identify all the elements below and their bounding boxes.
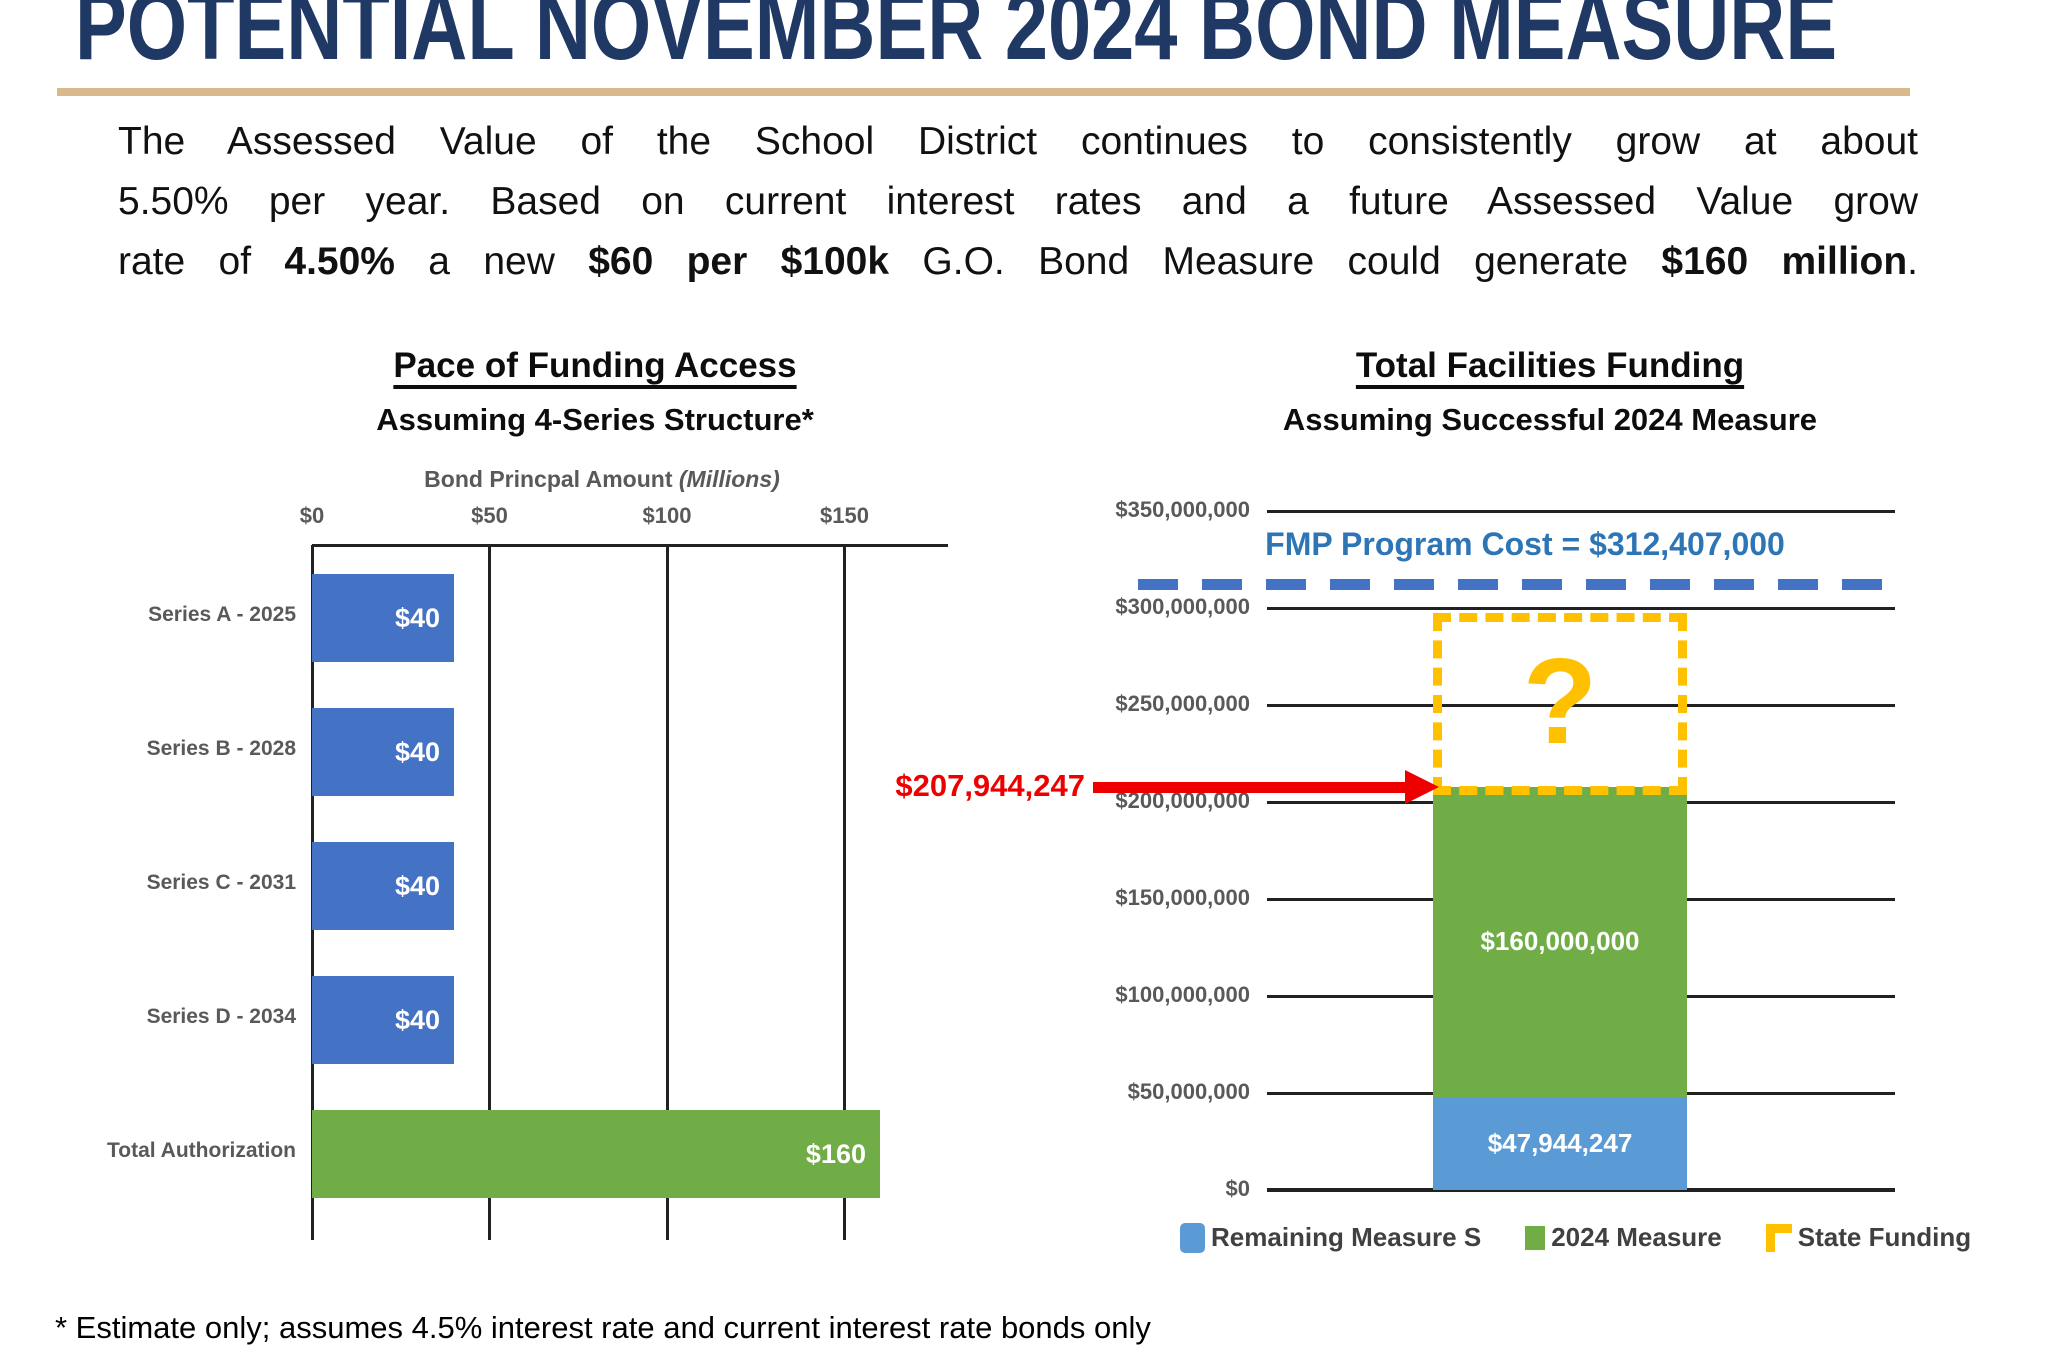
- state-funding-dashed-box: ?: [1433, 613, 1687, 795]
- legend-label: Remaining Measure S: [1211, 1222, 1482, 1252]
- y-tick-label: $350,000,000: [1115, 497, 1250, 522]
- gridline-x-50: [488, 545, 491, 1240]
- category-label: Series A - 2025: [148, 603, 296, 626]
- left-chart-axis-title: Bond Princpal Amount (Millions): [302, 466, 902, 493]
- callout-arrow-line: [1093, 782, 1411, 793]
- legend-label: 2024 Measure: [1551, 1222, 1722, 1252]
- right-chart-subtitle: Assuming Successful 2024 Measure: [1282, 402, 1818, 437]
- stack-segment-remaining-measure-s: $47,944,247: [1433, 1096, 1687, 1190]
- question-mark: ?: [1522, 633, 1598, 769]
- gridline-y-250000000: [1267, 703, 1895, 707]
- legend-label: State Funding: [1797, 1222, 1972, 1252]
- intro-line-1: The Assessed Value of the School Distric…: [118, 120, 1918, 163]
- axis-title-text: Bond Princpal Amount: [424, 466, 673, 492]
- legend-swatch-gold-icon: [1765, 1223, 1792, 1252]
- right-chart-title: Total Facilities Funding: [1355, 346, 1745, 385]
- legend-item-2024-measure: 2024 Measure: [1525, 1222, 1722, 1253]
- y-tick-label: $100,000,000: [1115, 982, 1250, 1007]
- slide-title: POTENTIAL NOVEMBER 2024 BOND MEASURE: [75, 0, 1838, 80]
- y-tick-label: $150,000,000: [1115, 885, 1250, 910]
- callout-arrow-head-icon: [1405, 770, 1439, 804]
- intro-paragraph: The Assessed Value of the School Distric…: [118, 112, 1918, 292]
- legend-item-remaining-measure-s: Remaining Measure S: [1180, 1222, 1481, 1253]
- legend-swatch-blue-icon: [1180, 1222, 1205, 1253]
- segment-value-label: $160,000,000: [1480, 926, 1640, 957]
- gridline-y-300000000: [1267, 606, 1895, 610]
- y-tick-label: $250,000,000: [1115, 691, 1250, 716]
- intro-line-3: rate of 4.50% a new $60 per $100k G.O. B…: [118, 240, 1919, 283]
- bar-value-label: $160: [805, 1138, 866, 1169]
- y-tick-label: $0: [1225, 1176, 1250, 1201]
- bar-value-label: $40: [394, 736, 440, 767]
- footnote: * Estimate only; assumes 4.5% interest r…: [55, 1310, 1151, 1345]
- intro-line-2: 5.50% per year. Based on current interes…: [118, 180, 1918, 223]
- fmp-program-cost-dashed-line: [1138, 579, 1901, 590]
- gridline-x-150: [843, 545, 846, 1240]
- stack-total-callout: $207,944,247: [895, 768, 1085, 803]
- category-axis-line: [312, 544, 948, 547]
- category-label: Series B - 2028: [146, 737, 296, 760]
- gridline-y-350000000: [1267, 509, 1895, 513]
- bar-series-d-2034: $40: [312, 976, 454, 1064]
- x-tick-label: $100: [642, 503, 692, 528]
- bar-series-a-2025: $40: [312, 574, 454, 662]
- x-tick-label: $150: [820, 503, 869, 528]
- bar-value-label: $40: [394, 1004, 440, 1035]
- y-tick-label: $50,000,000: [1127, 1079, 1250, 1104]
- gridline-x-100: [665, 545, 669, 1240]
- x-tick-label: $50: [471, 503, 508, 528]
- stack-segment-2024-measure: $160,000,000: [1433, 786, 1687, 1097]
- category-label: Series C - 2031: [146, 871, 296, 894]
- title-underline-rule: [57, 88, 1910, 96]
- left-chart-title: Pace of Funding Access: [393, 346, 797, 385]
- x-tick-label: $0: [299, 503, 325, 528]
- bar-value-label: $40: [394, 602, 440, 633]
- legend-swatch-green-icon: [1525, 1225, 1546, 1250]
- left-chart-subtitle: Assuming 4-Series Structure*: [376, 402, 814, 437]
- y-tick-label: $300,000,000: [1115, 594, 1250, 619]
- legend-item-state-funding: State Funding: [1765, 1222, 1972, 1253]
- category-label: Series D - 2034: [146, 1005, 296, 1028]
- bar-total-authorization: $160: [312, 1110, 880, 1198]
- bar-series-b-2028: $40: [312, 708, 454, 796]
- gridline-y-0: [1267, 1188, 1895, 1192]
- bar-series-c-2031: $40: [312, 842, 454, 930]
- axis-title-note: (Millions): [678, 466, 780, 492]
- bar-value-label: $40: [394, 870, 440, 901]
- category-label: Total Authorization: [107, 1139, 296, 1162]
- chart-legend: Remaining Measure S 2024 Measure State F…: [1180, 1222, 1971, 1253]
- segment-value-label: $47,944,247: [1487, 1127, 1633, 1158]
- fmp-program-cost-label: FMP Program Cost = $312,407,000: [1265, 526, 1785, 562]
